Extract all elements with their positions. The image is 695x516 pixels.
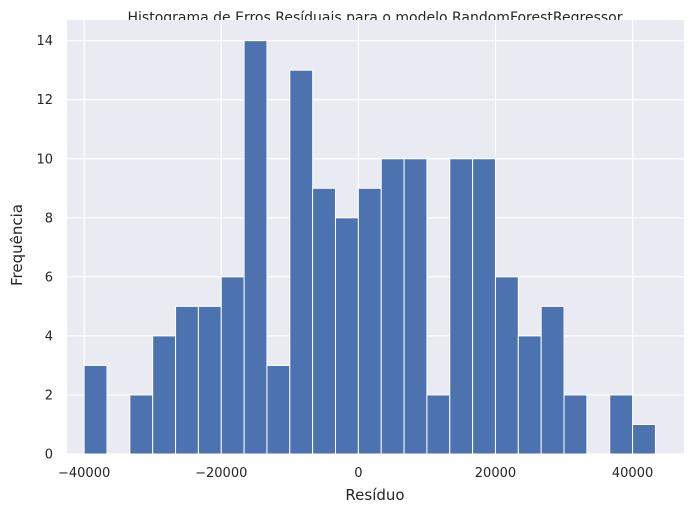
y-tick-label: 4 — [45, 329, 53, 344]
histogram-bar — [357, 187, 382, 455]
histogram-bar — [220, 276, 245, 455]
x-axis-ticks: −40000 −20000 0 20000 40000 — [58, 466, 653, 481]
histogram-bar — [197, 305, 222, 455]
histogram-bar — [563, 394, 588, 455]
histogram-bar — [266, 364, 291, 455]
histogram-bar — [403, 158, 428, 455]
y-tick-label: 2 — [45, 388, 53, 403]
histogram-bar — [129, 394, 154, 455]
histogram-bar — [335, 217, 359, 455]
histogram-bar — [472, 158, 496, 455]
y-tick-label: 14 — [36, 34, 53, 49]
histogram-bar — [517, 335, 542, 455]
x-tick-label: −40000 — [58, 466, 110, 481]
histogram-bar — [152, 335, 177, 455]
histogram-bar — [426, 394, 451, 455]
histogram-bar — [243, 40, 268, 455]
histogram-bar — [83, 364, 108, 455]
histogram-bar — [494, 276, 519, 455]
histogram-bar — [380, 158, 405, 455]
histogram-bar — [289, 69, 314, 455]
x-tick-label: 0 — [354, 466, 362, 481]
y-tick-label: 0 — [45, 448, 53, 463]
y-tick-label: 10 — [36, 152, 53, 167]
y-axis-ticks: 0 2 4 6 8 10 12 14 — [36, 34, 53, 462]
x-tick-label: 20000 — [475, 466, 516, 481]
x-axis-label: Resíduo — [345, 486, 404, 504]
histogram-bar — [312, 187, 337, 455]
y-tick-label: 12 — [36, 93, 53, 108]
histogram-bar — [175, 305, 199, 455]
histogram-bars — [83, 40, 656, 455]
y-axis-label: Frequência — [8, 204, 26, 286]
y-tick-label: 8 — [45, 211, 53, 226]
histogram-bar — [540, 305, 565, 455]
x-tick-label: −20000 — [195, 466, 247, 481]
histogram-bar — [609, 394, 634, 455]
y-tick-label: 6 — [45, 270, 53, 285]
x-tick-label: 40000 — [612, 466, 653, 481]
histogram-bar — [632, 423, 656, 455]
histogram-bar — [449, 158, 474, 455]
